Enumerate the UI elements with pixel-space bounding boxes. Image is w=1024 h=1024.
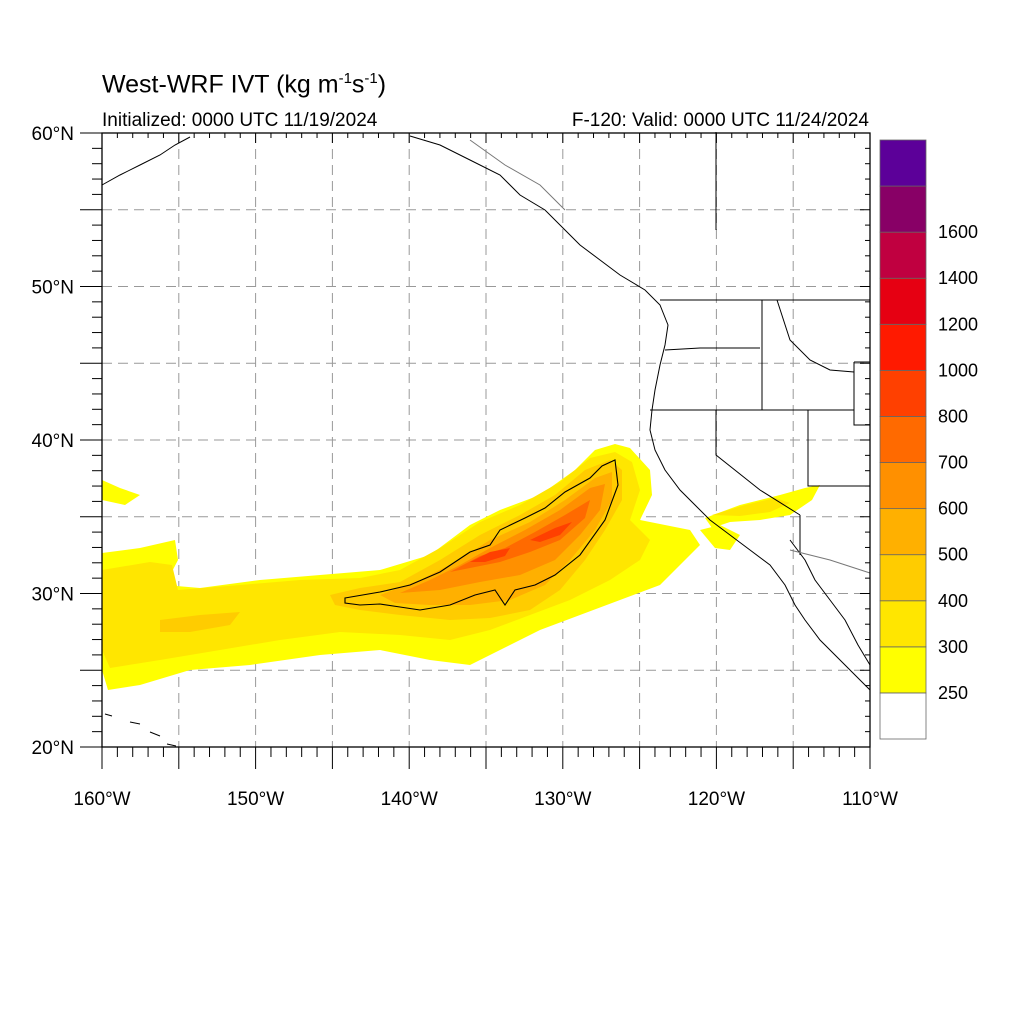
colorbar-label: 700 (938, 453, 968, 473)
colorbar-label: 800 (938, 406, 968, 426)
canada-alaska-coast (101, 136, 191, 186)
state-border (807, 410, 870, 487)
lon-tick-label: 120°W (688, 789, 745, 810)
state-border (715, 410, 801, 516)
ivt-250-region (700, 525, 740, 550)
lon-tick-label: 140°W (381, 789, 438, 810)
colorbar-swatch (879, 554, 927, 602)
state-border (469, 139, 566, 211)
ivt-400-region (160, 612, 240, 632)
coastlines (101, 132, 871, 747)
lat-tick-label: 60°N (32, 124, 74, 145)
colorbar-label: 1600 (938, 222, 978, 242)
init-time-label: Initialized: 0000 UTC 11/19/2024 (102, 110, 378, 131)
ivt-shading (102, 444, 820, 690)
ivt-300-region (712, 498, 790, 516)
colorbar-label: 300 (938, 637, 968, 657)
lon-tick-label: 130°W (534, 789, 591, 810)
colorbar-label: 1400 (938, 268, 978, 288)
lon-tick-label: 110°W (842, 789, 898, 810)
colorbar-swatch (879, 369, 927, 417)
ivt-800-region (530, 522, 572, 542)
ivt-800-region (470, 548, 510, 562)
lat-tick-label: 50°N (32, 278, 74, 299)
colorbar-swatch (879, 185, 927, 233)
map-grid (102, 133, 870, 747)
colorbar-label: 600 (938, 499, 968, 519)
ivt-500-contour (344, 459, 619, 611)
ivt-250-region (102, 480, 140, 505)
colorbar-swatch (879, 323, 927, 371)
lon-tick-label: 160°W (73, 789, 130, 810)
colorbar-swatch (879, 646, 927, 694)
lat-tick-label: 30°N (32, 585, 74, 606)
colorbar-label: 400 (938, 591, 968, 611)
lat-tick-label: 20°N (32, 738, 74, 759)
ivt-colorbar: 250 300 400 500 600 700 800 1000 1200 1400 1600 (879, 139, 978, 740)
colorbar-swatch (879, 508, 927, 556)
colorbar-swatch (879, 692, 927, 740)
colorbar-swatch (879, 600, 927, 648)
lon-tick-label: 150°W (227, 789, 284, 810)
colorbar-label: 250 (938, 683, 968, 703)
colorbar-swatch (879, 139, 927, 187)
state-border (776, 299, 855, 373)
ivt-300-region (102, 452, 650, 668)
ivt-700-region (450, 500, 590, 572)
state-border (789, 549, 871, 574)
colorbar-swatch (879, 277, 927, 325)
colorbar-label: 1200 (938, 314, 978, 334)
colorbar-swatch (879, 462, 927, 510)
hawaii-islands (104, 713, 177, 747)
colorbar-label: 500 (938, 545, 968, 565)
map-axes: 160°W 150°W 140°W 130°W 120°W 110°W 20°N 30°N 40… (32, 124, 898, 810)
colorbar-swatch (879, 231, 927, 279)
baja-coast (789, 539, 871, 666)
valid-time-label: F-120: Valid: 0000 UTC 11/24/2024 (571, 110, 869, 131)
state-border (664, 347, 760, 351)
ivt-600-region (400, 484, 605, 593)
colorbar-label: 1000 (938, 360, 978, 380)
colorbar-swatch (879, 416, 927, 463)
map-title: West-WRF IVT (kg m-1s-1) (102, 70, 387, 99)
state-border (853, 362, 870, 426)
ivt-500-region (380, 472, 612, 605)
lat-tick-label: 40°N (32, 431, 74, 452)
